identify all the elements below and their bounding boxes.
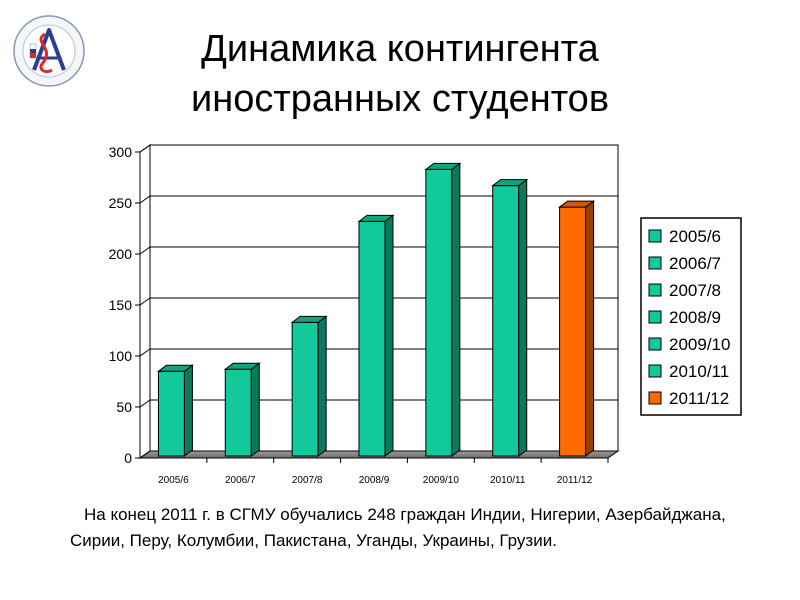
- legend-swatch: [648, 283, 662, 297]
- x-tick-label: 2006/7: [225, 475, 256, 486]
- x-tick-label: 2007/8: [292, 475, 323, 486]
- bar-front: [291, 321, 319, 457]
- bar-top: [290, 315, 328, 323]
- bar-side: [317, 315, 327, 457]
- gridline: [139, 144, 618, 153]
- gridline: [139, 450, 618, 459]
- x-tick-label: 2005/6: [158, 475, 189, 486]
- bar: [223, 362, 261, 458]
- bar: [424, 162, 462, 457]
- university-logo: [13, 15, 85, 87]
- x-tick-label: 2011/12: [557, 475, 593, 486]
- bar: [290, 315, 328, 457]
- gridline: [139, 348, 618, 357]
- x-tick-label: 2009/10: [423, 475, 460, 486]
- legend-label: 2007/8: [669, 281, 721, 300]
- y-tick-label: 250: [109, 195, 133, 211]
- bar-top: [357, 214, 395, 222]
- legend-swatch: [648, 256, 662, 270]
- bar-top: [156, 364, 194, 372]
- gridline: [139, 399, 618, 408]
- legend-label: 2010/11: [669, 362, 729, 381]
- bar-front: [559, 206, 587, 457]
- legend-swatch: [648, 391, 662, 405]
- bar-top: [558, 200, 596, 208]
- bar-top: [491, 179, 529, 187]
- bar: [156, 364, 194, 457]
- legend-label: 2009/10: [669, 335, 730, 354]
- y-tick-label: 300: [109, 144, 133, 160]
- bar-top: [223, 362, 261, 370]
- legend-swatch: [648, 364, 662, 378]
- y-tick-label: 150: [109, 297, 133, 313]
- x-tick-label: 2010/11: [490, 475, 526, 486]
- bar-side: [518, 178, 528, 457]
- bar-side: [384, 214, 394, 457]
- gridline: [139, 246, 618, 255]
- bar-front: [157, 370, 185, 457]
- gridline: [139, 297, 618, 306]
- bar-side: [451, 162, 461, 457]
- y-tick-label: 200: [109, 246, 133, 262]
- bar-front: [425, 168, 453, 457]
- bar: [357, 214, 395, 457]
- legend-label: 2011/12: [669, 389, 729, 408]
- bar: [491, 178, 529, 457]
- caption-text: На конец 2011 г. в СГМУ обучались 248 гр…: [70, 505, 726, 550]
- legend-label: 2008/9: [669, 308, 721, 327]
- bar-side: [585, 200, 595, 457]
- y-tick-label: 100: [109, 348, 133, 364]
- bar-front: [358, 220, 386, 457]
- bar-front: [492, 185, 520, 457]
- legend-swatch: [648, 337, 662, 351]
- bar: [558, 200, 596, 457]
- bar-side: [183, 364, 193, 457]
- bar-top: [424, 162, 462, 170]
- y-tick-label: 50: [116, 399, 132, 415]
- legend-swatch: [648, 310, 662, 324]
- bar-front: [224, 368, 252, 457]
- x-tick-label: 2008/9: [359, 475, 390, 486]
- legend-label: 2006/7: [669, 254, 721, 273]
- bar-side: [250, 362, 260, 458]
- legend-label: 2005/6: [669, 227, 721, 246]
- gridline: [139, 195, 618, 204]
- legend-swatch: [648, 229, 662, 243]
- slide-title: Динамика контингента иностранных студент…: [190, 28, 610, 120]
- y-tick-label: 0: [124, 450, 132, 466]
